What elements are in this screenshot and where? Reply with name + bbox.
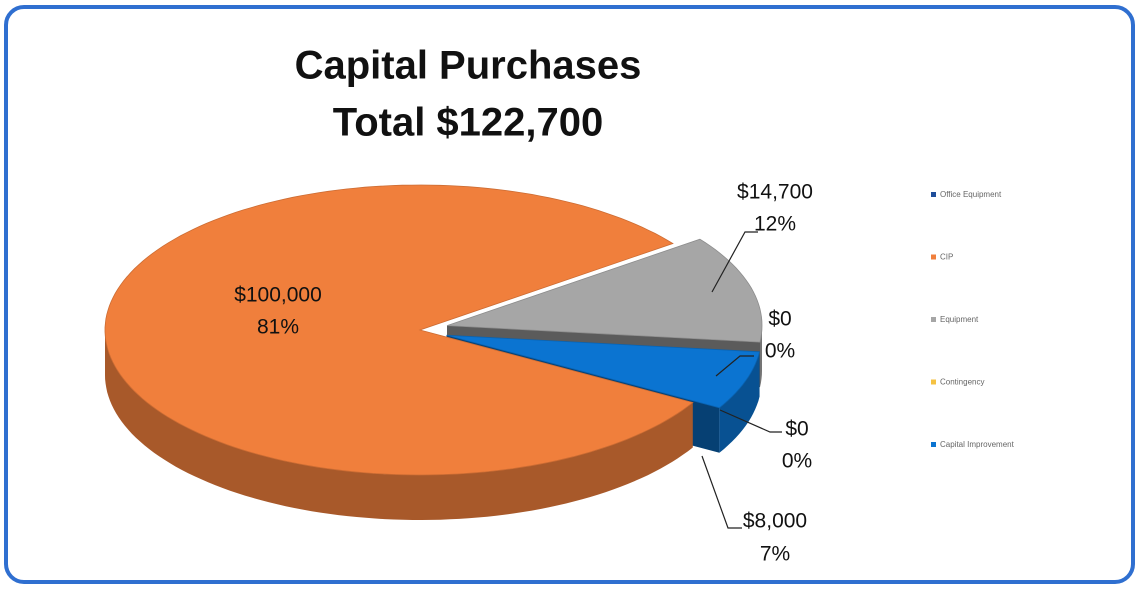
chart-title: Capital Purchases (295, 44, 642, 88)
legend-swatch (931, 254, 936, 260)
layer-labels: $0 0% $100,000 81% $14,700 12% $0 0% $8,000 7% (234, 181, 813, 566)
data-label: $8,000 (743, 510, 807, 533)
percent-label: 12% (754, 213, 796, 236)
leader-line (701, 455, 742, 529)
legend-label: Equipment (940, 315, 979, 324)
legend-swatch (931, 317, 936, 322)
slice-side (105, 330, 693, 520)
percent-label: 0% (782, 450, 812, 473)
data-label: $0 (768, 308, 791, 331)
legend-swatch (931, 192, 936, 197)
data-label: $100,000 (234, 284, 322, 307)
chart-subtitle: Total $122,700 (333, 101, 604, 145)
layer-tops (104, 184, 763, 476)
legend-label: Office Equipment (940, 190, 1002, 199)
percent-label: 81% (257, 316, 299, 339)
pie-slice (446, 334, 761, 409)
pie-slice (104, 184, 694, 476)
data-label: $14,700 (737, 181, 813, 204)
percent-label: 0% (765, 340, 795, 363)
legend-label: CIP (940, 253, 953, 262)
legend-label: Contingency (940, 378, 984, 387)
legend-swatch (931, 442, 936, 447)
data-label: $0 (785, 418, 808, 441)
leader-line (715, 355, 754, 377)
legend-swatch (931, 379, 936, 385)
pie-slice (446, 238, 763, 343)
slice-side (719, 351, 760, 453)
leader-line (719, 409, 782, 433)
leader-line (711, 231, 758, 293)
percent-label: 7% (760, 543, 790, 566)
legend-label: Capital Improvement (940, 440, 1015, 449)
